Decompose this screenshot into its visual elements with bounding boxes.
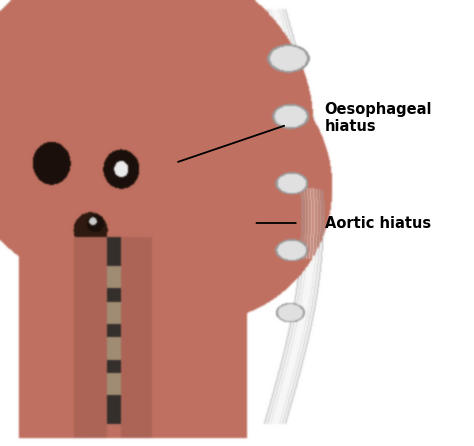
Text: Oesophageal
hiatus: Oesophageal hiatus [325, 102, 432, 134]
Text: Aortic hiatus: Aortic hiatus [325, 215, 431, 231]
